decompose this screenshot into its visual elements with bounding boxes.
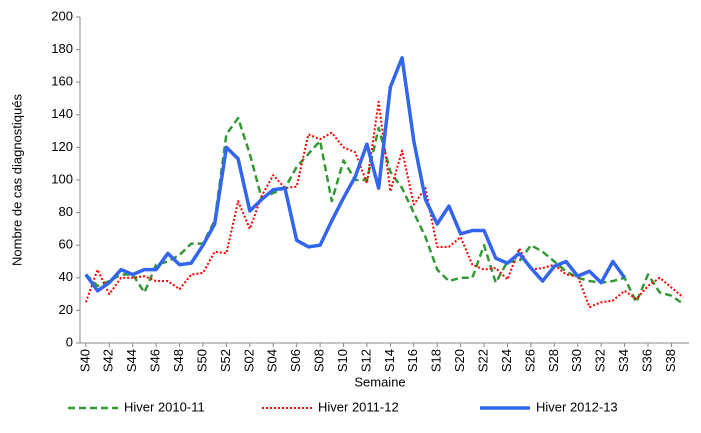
y-tick-label: 20	[59, 302, 73, 317]
x-tick-label: S46	[148, 349, 163, 372]
x-tick-label: S50	[194, 349, 209, 372]
x-tick-label: S26	[522, 349, 537, 372]
x-tick-label: S20	[452, 349, 467, 372]
x-tick-label: S38	[663, 349, 678, 372]
x-tick-label: S32	[593, 349, 608, 372]
y-tick-label: 180	[51, 41, 73, 56]
x-tick-label: S48	[171, 349, 186, 372]
x-tick-label: S44	[124, 349, 139, 372]
x-tick-label: S30	[569, 349, 584, 372]
series-line	[84, 100, 684, 309]
x-tick-label: S18	[429, 349, 444, 372]
x-tick-label: S22	[475, 349, 490, 372]
x-tick-label: S10	[335, 349, 350, 372]
x-tick-label: S02	[241, 349, 256, 372]
x-tick-label: S40	[77, 349, 92, 372]
x-tick-label: S42	[101, 349, 116, 372]
legend-label: Hiver 2012-13	[536, 399, 618, 414]
y-tick-label: 120	[51, 139, 73, 154]
x-tick-label: S16	[405, 349, 420, 372]
y-tick-label: 100	[51, 171, 73, 186]
y-tick-label: 160	[51, 74, 73, 89]
y-tick-label: 0	[66, 334, 73, 349]
x-tick-label: S14	[382, 349, 397, 372]
legend-label: Hiver 2010-11	[124, 399, 205, 414]
x-axis-label: Semaine	[354, 374, 405, 389]
x-tick-label: S52	[218, 349, 233, 372]
x-tick-label: S04	[265, 349, 280, 372]
x-tick-label: S36	[639, 349, 654, 372]
x-tick-label: S08	[312, 349, 327, 372]
y-tick-label: 80	[59, 204, 73, 219]
x-tick-label: S12	[358, 349, 373, 372]
y-tick-label: 140	[51, 106, 73, 121]
legend-label: Hiver 2011-12	[318, 399, 399, 414]
x-tick-label: S28	[546, 349, 561, 372]
y-tick-label: 200	[51, 8, 73, 23]
x-tick-label: S06	[288, 349, 303, 372]
x-tick-label: S24	[499, 349, 514, 372]
series-line	[84, 56, 627, 293]
x-tick-label: S34	[616, 349, 631, 372]
y-tick-label: 40	[59, 269, 73, 284]
y-tick-label: 60	[59, 237, 73, 252]
y-axis-label: Nombre de cas diagnostiqués	[9, 94, 24, 266]
